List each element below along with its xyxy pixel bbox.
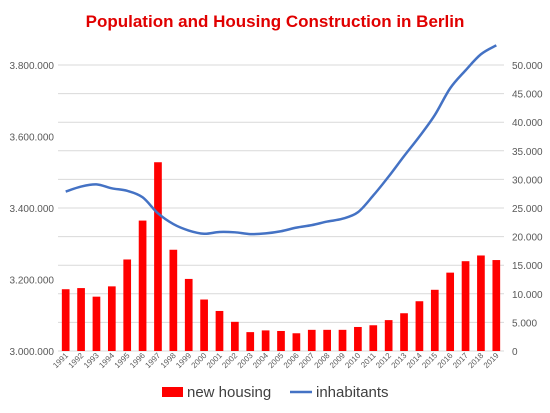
bar-new-housing <box>354 326 362 351</box>
bar-new-housing <box>138 220 147 351</box>
right-tick-label: 45.000 <box>512 90 543 101</box>
x-tick-label: 2009 <box>328 351 347 370</box>
left-tick-label: 3.600.000 <box>10 133 55 144</box>
x-tick-label: 2013 <box>390 351 409 370</box>
left-tick-label: 3.200.000 <box>10 276 55 287</box>
bar-new-housing <box>246 332 255 351</box>
bar-new-housing <box>123 259 132 351</box>
bar-new-housing <box>107 286 116 351</box>
x-tick-label: 2012 <box>374 351 393 370</box>
x-tick-label: 2006 <box>282 351 301 370</box>
legend-label-inhabitants: inhabitants <box>316 384 389 401</box>
x-tick-label: 1991 <box>51 351 70 370</box>
bar-new-housing <box>430 289 439 351</box>
bar-new-housing <box>415 301 424 351</box>
right-tick-label: 10.000 <box>512 290 543 301</box>
right-tick-label: 25.000 <box>512 204 543 215</box>
bar-new-housing <box>492 260 501 351</box>
x-tick-label: 2017 <box>451 351 470 370</box>
x-tick-label: 1994 <box>97 351 116 370</box>
bar-new-housing <box>77 288 85 351</box>
bar-new-housing <box>261 330 270 351</box>
x-tick-label: 1993 <box>82 351 101 370</box>
x-tick-label: 1996 <box>128 351 147 370</box>
x-tick-label: 1995 <box>113 351 132 370</box>
bar-new-housing <box>184 278 193 351</box>
x-tick-label: 2000 <box>190 351 209 370</box>
right-tick-label: 20.000 <box>512 233 543 244</box>
x-tick-label: 2019 <box>482 351 501 370</box>
right-tick-label: 0 <box>512 347 518 358</box>
bar-new-housing <box>477 255 485 351</box>
x-tick-label: 2010 <box>343 351 362 370</box>
x-tick-label: 1999 <box>174 351 193 370</box>
x-axis-ticks: 1991199219931994199519961997199819992000… <box>51 351 501 370</box>
bar-new-housing <box>400 313 408 351</box>
right-tick-label: 40.000 <box>512 118 543 129</box>
x-tick-label: 2003 <box>236 351 255 370</box>
left-tick-label: 3.000.000 <box>10 347 55 358</box>
x-tick-label: 2014 <box>405 351 424 370</box>
right-axis-ticks: 0 5.000 10.000 15.000 20.000 25.000 30.000 35.0… <box>512 61 543 358</box>
x-tick-label: 2001 <box>205 351 224 370</box>
legend-swatch-new-housing <box>162 387 183 397</box>
x-tick-label: 2018 <box>466 351 485 370</box>
bar-new-housing <box>384 320 393 351</box>
bar-new-housing <box>169 249 178 351</box>
x-tick-label: 2007 <box>297 351 316 370</box>
right-tick-label: 50.000 <box>512 61 543 72</box>
bar-new-housing <box>369 325 378 351</box>
bar-new-housing <box>154 162 162 351</box>
line-inhabitants <box>65 44 497 236</box>
new-housing-bars <box>61 162 501 351</box>
right-tick-label: 15.000 <box>512 261 543 272</box>
x-tick-label: 1997 <box>143 351 162 370</box>
x-tick-label: 1998 <box>159 351 178 370</box>
bar-new-housing <box>338 329 347 351</box>
bar-new-housing <box>277 330 285 351</box>
left-tick-label: 3.400.000 <box>10 204 55 215</box>
chart-title: Population and Housing Construction in B… <box>86 12 465 31</box>
bar-new-housing <box>200 299 208 351</box>
x-tick-label: 2011 <box>359 351 378 370</box>
right-tick-label: 35.000 <box>512 147 543 158</box>
x-tick-label: 1992 <box>67 351 86 370</box>
gridlines <box>58 64 504 352</box>
left-axis-ticks: 3.000.000 3.200.000 3.400.000 3.600.000 3.80… <box>10 61 55 358</box>
x-tick-label: 2002 <box>220 351 239 370</box>
bar-new-housing <box>231 321 239 351</box>
x-tick-label: 2016 <box>436 351 455 370</box>
x-tick-label: 2004 <box>251 351 270 370</box>
legend: new housing inhabitants <box>162 384 389 401</box>
bar-new-housing <box>61 289 70 351</box>
left-tick-label: 3.800.000 <box>10 61 55 72</box>
bar-new-housing <box>92 296 101 351</box>
x-tick-label: 2008 <box>313 351 332 370</box>
bar-new-housing <box>461 261 470 351</box>
bar-new-housing <box>292 333 301 351</box>
x-tick-label: 2015 <box>420 351 439 370</box>
bar-new-housing <box>215 310 224 351</box>
right-tick-label: 30.000 <box>512 175 543 186</box>
right-tick-label: 5.000 <box>512 318 537 329</box>
legend-label-new-housing: new housing <box>187 384 271 401</box>
inhabitants-line-group <box>65 44 497 236</box>
bar-new-housing <box>307 329 316 351</box>
bar-new-housing <box>323 329 331 351</box>
bar-new-housing <box>446 272 455 351</box>
x-tick-label: 2005 <box>266 351 285 370</box>
